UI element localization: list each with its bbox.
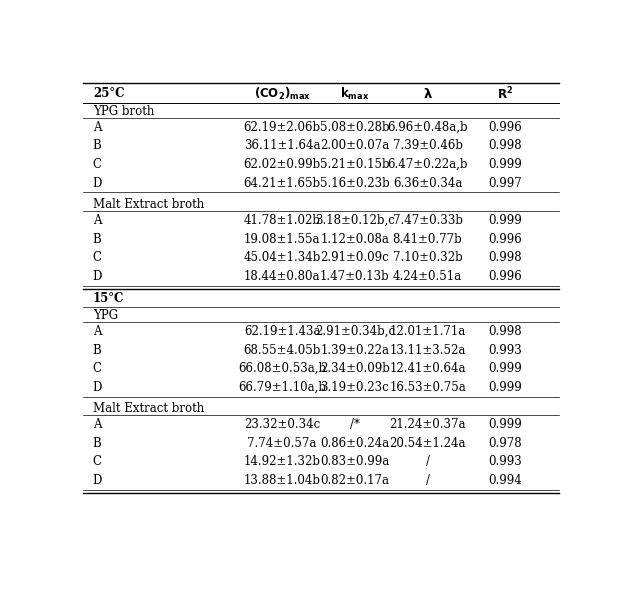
Text: YPG: YPG	[93, 309, 118, 322]
Text: 0.996: 0.996	[488, 121, 522, 134]
Text: 13.88±1.04b: 13.88±1.04b	[244, 474, 321, 487]
Text: A: A	[93, 419, 101, 431]
Text: 62.19±1.43a: 62.19±1.43a	[244, 325, 321, 338]
Text: 1.47±0.13b: 1.47±0.13b	[320, 270, 389, 283]
Text: 1.12±0.08a: 1.12±0.08a	[321, 233, 389, 246]
Text: 5.21±0.15b: 5.21±0.15b	[320, 158, 389, 171]
Text: B: B	[93, 233, 101, 246]
Text: 4.24±0.51a: 4.24±0.51a	[393, 270, 462, 283]
Text: 0.999: 0.999	[488, 362, 522, 375]
Text: D: D	[93, 381, 102, 394]
Text: $\mathbf{(CO_2)_{max}}$: $\mathbf{(CO_2)_{max}}$	[254, 86, 310, 102]
Text: 6.47±0.22a,b: 6.47±0.22a,b	[387, 158, 468, 171]
Text: 36.11±1.64a: 36.11±1.64a	[244, 140, 321, 152]
Text: D: D	[93, 270, 102, 283]
Text: 0.999: 0.999	[488, 381, 522, 394]
Text: 7.10±0.32b: 7.10±0.32b	[393, 251, 463, 265]
Text: Malt Extract broth: Malt Extract broth	[93, 198, 204, 211]
Text: /*: /*	[350, 419, 360, 431]
Text: D: D	[93, 176, 102, 190]
Text: $\mathbf{R^2}$: $\mathbf{R^2}$	[497, 86, 513, 102]
Text: C: C	[93, 158, 102, 171]
Text: 0.999: 0.999	[488, 214, 522, 227]
Text: 0.996: 0.996	[488, 233, 522, 246]
Text: 5.16±0.23b: 5.16±0.23b	[320, 176, 389, 190]
Text: 7.47±0.33b: 7.47±0.33b	[393, 214, 463, 227]
Text: 0.997: 0.997	[488, 176, 522, 190]
Text: C: C	[93, 251, 102, 265]
Text: 0.86±0.24a: 0.86±0.24a	[321, 437, 389, 450]
Text: 0.998: 0.998	[488, 325, 522, 338]
Text: 0.998: 0.998	[488, 140, 522, 152]
Text: A: A	[93, 121, 101, 134]
Text: 20.54±1.24a: 20.54±1.24a	[389, 437, 466, 450]
Text: 0.83±0.99a: 0.83±0.99a	[320, 455, 389, 469]
Text: 0.82±0.17a: 0.82±0.17a	[321, 474, 389, 487]
Text: 5.08±0.28b: 5.08±0.28b	[320, 121, 389, 134]
Text: A: A	[93, 325, 101, 338]
Text: 14.92±1.32b: 14.92±1.32b	[244, 455, 321, 469]
Text: 7.39±0.46b: 7.39±0.46b	[393, 140, 463, 152]
Text: 62.19±2.06b: 62.19±2.06b	[244, 121, 321, 134]
Text: 41.78±1.02b: 41.78±1.02b	[244, 214, 321, 227]
Text: 1.39±0.22a: 1.39±0.22a	[321, 344, 389, 356]
Text: /: /	[426, 474, 429, 487]
Text: 7.74±0.57a: 7.74±0.57a	[247, 437, 317, 450]
Text: 0.994: 0.994	[488, 474, 522, 487]
Text: 0.993: 0.993	[488, 455, 522, 469]
Text: 2.34±0.09b: 2.34±0.09b	[320, 362, 390, 375]
Text: 18.44±0.80a: 18.44±0.80a	[244, 270, 321, 283]
Text: YPG broth: YPG broth	[93, 104, 154, 118]
Text: 2.00±0.07a: 2.00±0.07a	[320, 140, 389, 152]
Text: 0.993: 0.993	[488, 344, 522, 356]
Text: B: B	[93, 140, 101, 152]
Text: D: D	[93, 474, 102, 487]
Text: 2.91±0.34b,c: 2.91±0.34b,c	[315, 325, 395, 338]
Text: 0.996: 0.996	[488, 270, 522, 283]
Text: 16.53±0.75a: 16.53±0.75a	[389, 381, 466, 394]
Text: 0.999: 0.999	[488, 419, 522, 431]
Text: B: B	[93, 437, 101, 450]
Text: B: B	[93, 344, 101, 356]
Text: 0.978: 0.978	[488, 437, 522, 450]
Text: 13.11±3.52a: 13.11±3.52a	[389, 344, 466, 356]
Text: A: A	[93, 214, 101, 227]
Text: 66.79±1.10a,b: 66.79±1.10a,b	[238, 381, 326, 394]
Text: /: /	[426, 455, 429, 469]
Text: 15°C: 15°C	[93, 292, 124, 306]
Text: 21.24±0.37a: 21.24±0.37a	[389, 419, 466, 431]
Text: 45.04±1.34b: 45.04±1.34b	[244, 251, 321, 265]
Text: 23.32±0.34c: 23.32±0.34c	[244, 419, 320, 431]
Text: $\mathbf{k_{max}}$: $\mathbf{k_{max}}$	[340, 86, 369, 102]
Text: 2.91±0.09c: 2.91±0.09c	[321, 251, 389, 265]
Text: 0.999: 0.999	[488, 158, 522, 171]
Text: 8.41±0.77b: 8.41±0.77b	[393, 233, 463, 246]
Text: 0.998: 0.998	[488, 251, 522, 265]
Text: 6.36±0.34a: 6.36±0.34a	[393, 176, 462, 190]
Text: 6.96±0.48a,b: 6.96±0.48a,b	[387, 121, 468, 134]
Text: 19.08±1.55a: 19.08±1.55a	[244, 233, 321, 246]
Text: $\mathbf{\lambda}$: $\mathbf{\lambda}$	[423, 87, 433, 101]
Text: 66.08±0.53a,b: 66.08±0.53a,b	[238, 362, 326, 375]
Text: C: C	[93, 455, 102, 469]
Text: 3.18±0.12b,c: 3.18±0.12b,c	[315, 214, 395, 227]
Text: C: C	[93, 362, 102, 375]
Text: 12.41±0.64a: 12.41±0.64a	[389, 362, 466, 375]
Text: 68.55±4.05b: 68.55±4.05b	[244, 344, 321, 356]
Text: 62.02±0.99b: 62.02±0.99b	[244, 158, 321, 171]
Text: Malt Extract broth: Malt Extract broth	[93, 402, 204, 415]
Text: 64.21±1.65b: 64.21±1.65b	[244, 176, 321, 190]
Text: 12.01±1.71a: 12.01±1.71a	[389, 325, 466, 338]
Text: 25°C: 25°C	[93, 88, 125, 100]
Text: 3.19±0.23c: 3.19±0.23c	[321, 381, 389, 394]
